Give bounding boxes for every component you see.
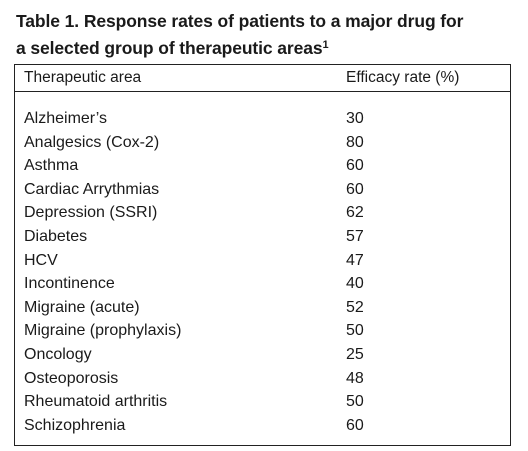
table-row: Migraine (prophylaxis) 50: [15, 321, 510, 345]
cell-therapeutic-area: Osteoporosis: [24, 369, 119, 387]
cell-efficacy-rate: 48: [346, 369, 364, 387]
table-row: Schizophrenia 60: [15, 416, 510, 440]
table-row: Analgesics (Cox-2) 80: [15, 133, 510, 157]
table-row: HCV 47: [15, 251, 510, 275]
table-caption: Table 1. Response rates of patients to a…: [16, 8, 521, 62]
table-header-row: Therapeutic area Efficacy rate (%): [15, 65, 510, 92]
table-row: Osteoporosis 48: [15, 369, 510, 393]
cell-therapeutic-area: Migraine (acute): [24, 298, 140, 316]
caption-line-1: Table 1. Response rates of patients to a…: [16, 11, 464, 31]
cell-therapeutic-area: Migraine (prophylaxis): [24, 322, 182, 340]
table-row: Migraine (acute) 52: [15, 298, 510, 322]
footnote-marker: 1: [322, 39, 329, 51]
cell-efficacy-rate: 62: [346, 204, 364, 222]
cell-efficacy-rate: 60: [346, 416, 364, 434]
cell-efficacy-rate: 57: [346, 227, 364, 245]
cell-therapeutic-area: Depression (SSRI): [24, 204, 158, 222]
table-row: Incontinence 40: [15, 274, 510, 298]
efficacy-table: Therapeutic area Efficacy rate (%) Alzhe…: [14, 64, 511, 446]
table-row: Oncology 25: [15, 345, 510, 369]
cell-therapeutic-area: Cardiac Arrythmias: [24, 180, 160, 198]
cell-therapeutic-area: Diabetes: [24, 227, 88, 245]
cell-efficacy-rate: 50: [346, 393, 364, 411]
cell-efficacy-rate: 60: [346, 180, 364, 198]
table-row: Cardiac Arrythmias 60: [15, 180, 510, 204]
cell-efficacy-rate: 52: [346, 298, 364, 316]
cell-therapeutic-area: Asthma: [24, 157, 79, 175]
cell-efficacy-rate: 40: [346, 275, 364, 293]
caption-line-2: a selected group of therapeutic areas: [16, 38, 323, 58]
cell-therapeutic-area: Alzheimer’s: [24, 110, 107, 127]
cell-efficacy-rate: 80: [346, 133, 364, 151]
table-row: Diabetes 57: [15, 227, 510, 251]
header-efficacy-rate: Efficacy rate (%): [346, 69, 460, 86]
header-therapeutic-area: Therapeutic area: [24, 69, 142, 86]
table-row: Depression (SSRI) 62: [15, 203, 510, 227]
table-row: Alzheimer’s 30: [15, 109, 510, 133]
table-row: Asthma 60: [15, 156, 510, 180]
cell-efficacy-rate: 25: [346, 345, 364, 363]
cell-efficacy-rate: 47: [346, 251, 364, 269]
cell-therapeutic-area: Rheumatoid arthritis: [24, 393, 168, 411]
cell-efficacy-rate: 60: [346, 157, 364, 175]
table-row: Rheumatoid arthritis 50: [15, 392, 510, 416]
cell-therapeutic-area: Analgesics (Cox-2): [24, 133, 160, 151]
cell-therapeutic-area: HCV: [24, 251, 58, 269]
cell-therapeutic-area: Schizophrenia: [24, 416, 126, 434]
cell-efficacy-rate: 30: [346, 110, 364, 127]
cell-therapeutic-area: Incontinence: [24, 275, 115, 293]
cell-therapeutic-area: Oncology: [24, 345, 92, 363]
table-body: Alzheimer’s 30 Analgesics (Cox-2) 80 Asthma 6…: [15, 109, 510, 439]
cell-efficacy-rate: 50: [346, 322, 364, 340]
